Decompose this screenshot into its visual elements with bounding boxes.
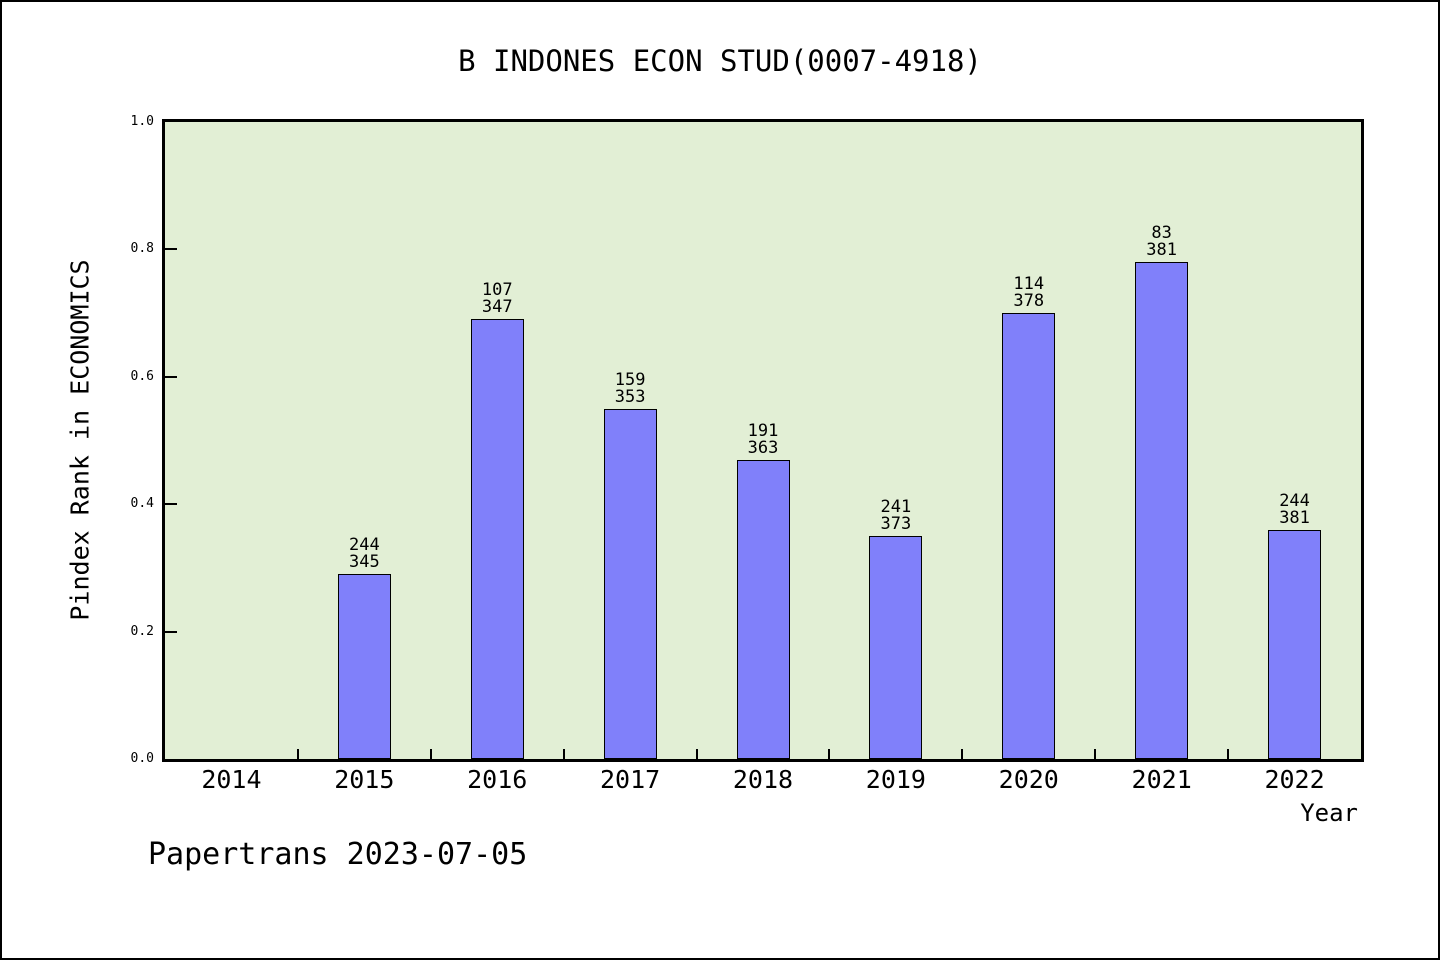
y-tick-mark <box>165 375 177 378</box>
x-tick-mark <box>296 749 299 759</box>
bar-rank-value: 241 <box>880 497 912 518</box>
footer-watermark: Papertrans 2023-07-05 <box>148 837 528 872</box>
bar <box>603 408 657 759</box>
x-tick-label: 2017 <box>599 765 661 794</box>
x-tick-mark <box>828 749 831 759</box>
x-tick-label: 2015 <box>334 765 395 794</box>
bar <box>470 319 524 759</box>
bar <box>1268 529 1322 759</box>
bar-total-value: 381 <box>1279 507 1310 528</box>
x-tick-mark <box>695 749 698 759</box>
bar-value-label: 191 363 <box>703 420 823 458</box>
bar-rank-value: 83 <box>1151 223 1172 244</box>
x-tick-label: 2021 <box>1131 765 1192 794</box>
y-tick-label: 0.6 <box>130 368 154 384</box>
bar-rank-value: 244 <box>1279 490 1310 511</box>
x-tick-label: 2019 <box>865 765 926 794</box>
bar-value-label: 159 353 <box>570 369 690 407</box>
x-tick-mark <box>1227 749 1230 759</box>
x-tick-label: 2020 <box>998 765 1059 794</box>
y-tick-label: 0.0 <box>130 751 154 766</box>
bar-rank-value: 159 <box>614 369 646 390</box>
x-tick-mark <box>1094 749 1097 759</box>
bar-value-label: 83 381 <box>1102 225 1222 259</box>
chart-title: B INDONES ECON STUD(0007-4918) <box>458 44 982 78</box>
bar <box>337 574 391 759</box>
bar-total-value: 353 <box>614 386 646 407</box>
x-axis-title: Year <box>1300 799 1358 827</box>
x-tick-mark <box>562 749 565 759</box>
bar-value-label: 107 347 <box>437 282 557 316</box>
x-tick-label: 2018 <box>732 765 794 794</box>
bar <box>1135 262 1189 759</box>
y-axis-tick-labels: 0.0 0.2 0.4 0.6 0.8 1.0 <box>2 114 154 766</box>
y-tick-mark <box>165 248 177 251</box>
bar <box>869 536 923 759</box>
bar-value-label: 241 373 <box>836 499 956 533</box>
bar-total-value: 378 <box>1013 291 1045 312</box>
bar-rank-value: 244 <box>348 535 380 556</box>
bar-total-value: 363 <box>747 437 779 458</box>
bar-value-label: 244 381 <box>1235 490 1355 528</box>
bar-rank-value: 107 <box>481 280 513 301</box>
x-tick-label: 2016 <box>467 765 528 794</box>
bar-total-value: 373 <box>880 514 912 535</box>
x-tick-mark <box>961 749 964 759</box>
y-tick-mark <box>165 503 177 506</box>
y-tick-label: 0.8 <box>130 241 154 257</box>
y-tick-label: 0.2 <box>130 623 154 639</box>
bar <box>736 459 790 759</box>
x-tick-mark <box>429 749 432 759</box>
x-axis-tick-labels: 2014 2015 2016 2017 2018 2019 2020 2021 2022 <box>165 766 1361 798</box>
y-tick-label: 1.0 <box>130 114 154 129</box>
plot-area: 244 345 107 347 159 353 191 363 241 373 114 378 83 38… <box>162 119 1364 762</box>
bar-total-value: 347 <box>481 297 513 318</box>
x-tick-label: 2014 <box>201 765 262 794</box>
x-tick-label: 2022 <box>1264 765 1325 794</box>
bar-total-value: 345 <box>348 552 380 573</box>
bar-rank-value: 114 <box>1013 274 1045 295</box>
bar <box>1002 313 1056 759</box>
bar-value-label: 114 378 <box>969 276 1089 310</box>
bar-total-value: 381 <box>1146 240 1178 261</box>
y-tick-label: 0.4 <box>130 496 154 512</box>
bar-rank-value: 191 <box>747 420 779 441</box>
bar-value-label: 244 345 <box>304 537 424 571</box>
y-tick-mark <box>165 630 177 633</box>
